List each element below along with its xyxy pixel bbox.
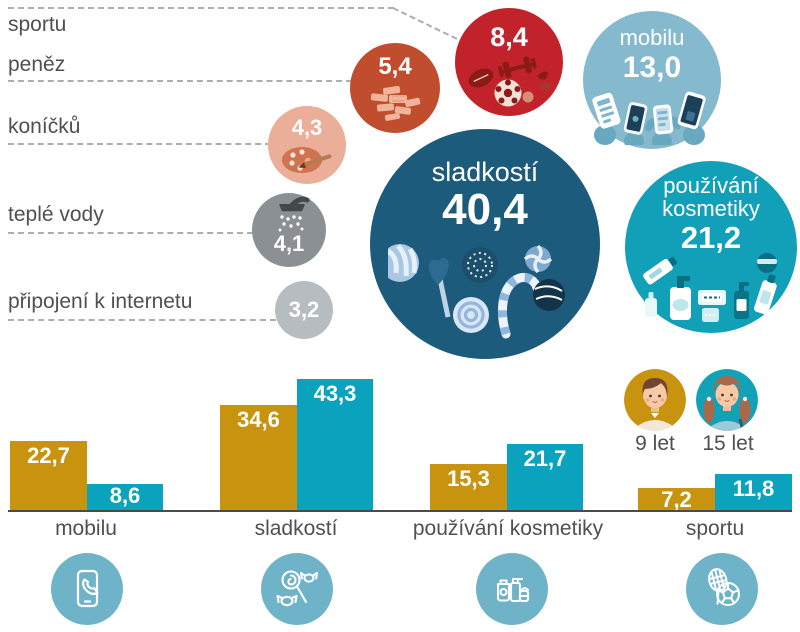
bubble-sladkosti-label: sladkostí: [431, 157, 539, 187]
bar-15let-mobilu: 8,6: [87, 484, 163, 510]
bubble-internet-value: 3,2: [288, 297, 320, 322]
bubble-tepla-voda: 4,1: [252, 193, 326, 267]
cosmetics-icon: [496, 577, 530, 603]
bar-value: 7,2: [661, 487, 692, 512]
cosmetics-bottles-icon: [643, 253, 777, 322]
bar-value: 22,7: [27, 443, 70, 468]
bar-9let-sladkosti: 34,6: [220, 405, 297, 510]
leader-line-sportu: [8, 7, 394, 9]
bar-9let-sportu: 7,2: [638, 487, 715, 512]
category-icon-sladkosti: [261, 553, 333, 625]
bubble-mobilu-label: mobilu: [619, 25, 685, 50]
bubble-sportu-value: 8,4: [490, 22, 528, 52]
bubble-kosmetika-label-1: používání: [663, 173, 759, 198]
bar-value: 34,6: [237, 407, 280, 432]
category-label-mobilu: mobilu: [55, 517, 117, 540]
phone-icon: [76, 569, 99, 608]
bar-chart: 22,7 8,6 34,6 43,3 15,3 21,7 7,2 11,8: [10, 379, 792, 512]
bar-15let-sportu: 11,8: [715, 474, 792, 510]
bar-9let-mobilu: 22,7: [10, 441, 87, 510]
bubble-mobilu: mobilu 13,0: [583, 11, 721, 149]
bar-value: 15,3: [447, 466, 490, 491]
category-label-sportu: sportu: [685, 517, 745, 540]
candy-icon: [276, 570, 319, 607]
bubble-kosmetika-value: 21,2: [680, 220, 742, 256]
bubble-konicku-value: 4,3: [291, 115, 323, 140]
phones-in-hands-icon: [592, 91, 706, 145]
bubble-sladkosti: sladkostí 40,4: [370, 129, 600, 359]
leader-line-tepla-voda: [8, 232, 253, 234]
bubble-sladkosti-value: 40,4: [442, 185, 528, 234]
leader-line-penez: [8, 80, 352, 82]
shower-icon: [278, 196, 310, 232]
left-label-sportu: sportu: [8, 13, 67, 36]
bar-value: 43,3: [313, 381, 357, 406]
bar-9let-kosmetika: 15,3: [430, 464, 507, 510]
boy-avatar-icon: [624, 369, 686, 431]
legend-avatar-15let: [696, 369, 758, 431]
x-axis-line: [8, 510, 792, 512]
bubble-kosmetika: používání kosmetiky 21,2: [625, 161, 797, 333]
left-label-konicku: koníčků: [8, 115, 81, 138]
bar-value: 21,7: [523, 446, 567, 471]
bubble-mobilu-value: 13,0: [622, 51, 682, 84]
candies-icon: [388, 244, 565, 339]
leader-line-internet: [8, 319, 276, 321]
legend-label-15let: 15 let: [702, 432, 754, 455]
category-label-kosmetika: používání kosmetiky: [412, 517, 604, 540]
left-label-internet: připojení k internetu: [8, 290, 193, 313]
left-label-penez: peněz: [8, 53, 66, 76]
bubble-penez-value: 5,4: [378, 53, 412, 80]
legend-label-9let: 9 let: [635, 432, 675, 455]
bubble-konicku: 4,3: [268, 106, 346, 184]
bubble-tepla-voda-value: 4,1: [273, 231, 305, 256]
bubble-kosmetika-label-2: kosmetiky: [662, 196, 760, 222]
bar-value: 8,6: [109, 483, 141, 508]
bar-value: 11,8: [732, 476, 775, 501]
girl-avatar-icon: [696, 369, 758, 431]
leader-line-konicku: [8, 143, 271, 145]
left-label-tepla-voda: teplé vody: [8, 203, 104, 226]
bar-15let-kosmetika: 21,7: [507, 444, 583, 510]
bubble-penez: 5,4: [350, 43, 440, 133]
category-icon-mobilu: [51, 553, 123, 625]
category-icon-sportu: [686, 553, 758, 625]
category-label-sladkosti: sladkostí: [254, 517, 338, 540]
bubble-internet: 3,2: [275, 281, 333, 339]
sports-gear-icon: [468, 56, 551, 107]
legend-avatar-9let: [624, 369, 686, 431]
category-icon-kosmetika: [476, 553, 548, 625]
sport-icon: [708, 568, 740, 606]
bubble-sportu: 8,4: [455, 8, 563, 116]
bar-15let-sladkosti: 43,3: [297, 379, 373, 510]
money-icon: [370, 86, 421, 121]
paint-palette-icon: [282, 147, 332, 173]
